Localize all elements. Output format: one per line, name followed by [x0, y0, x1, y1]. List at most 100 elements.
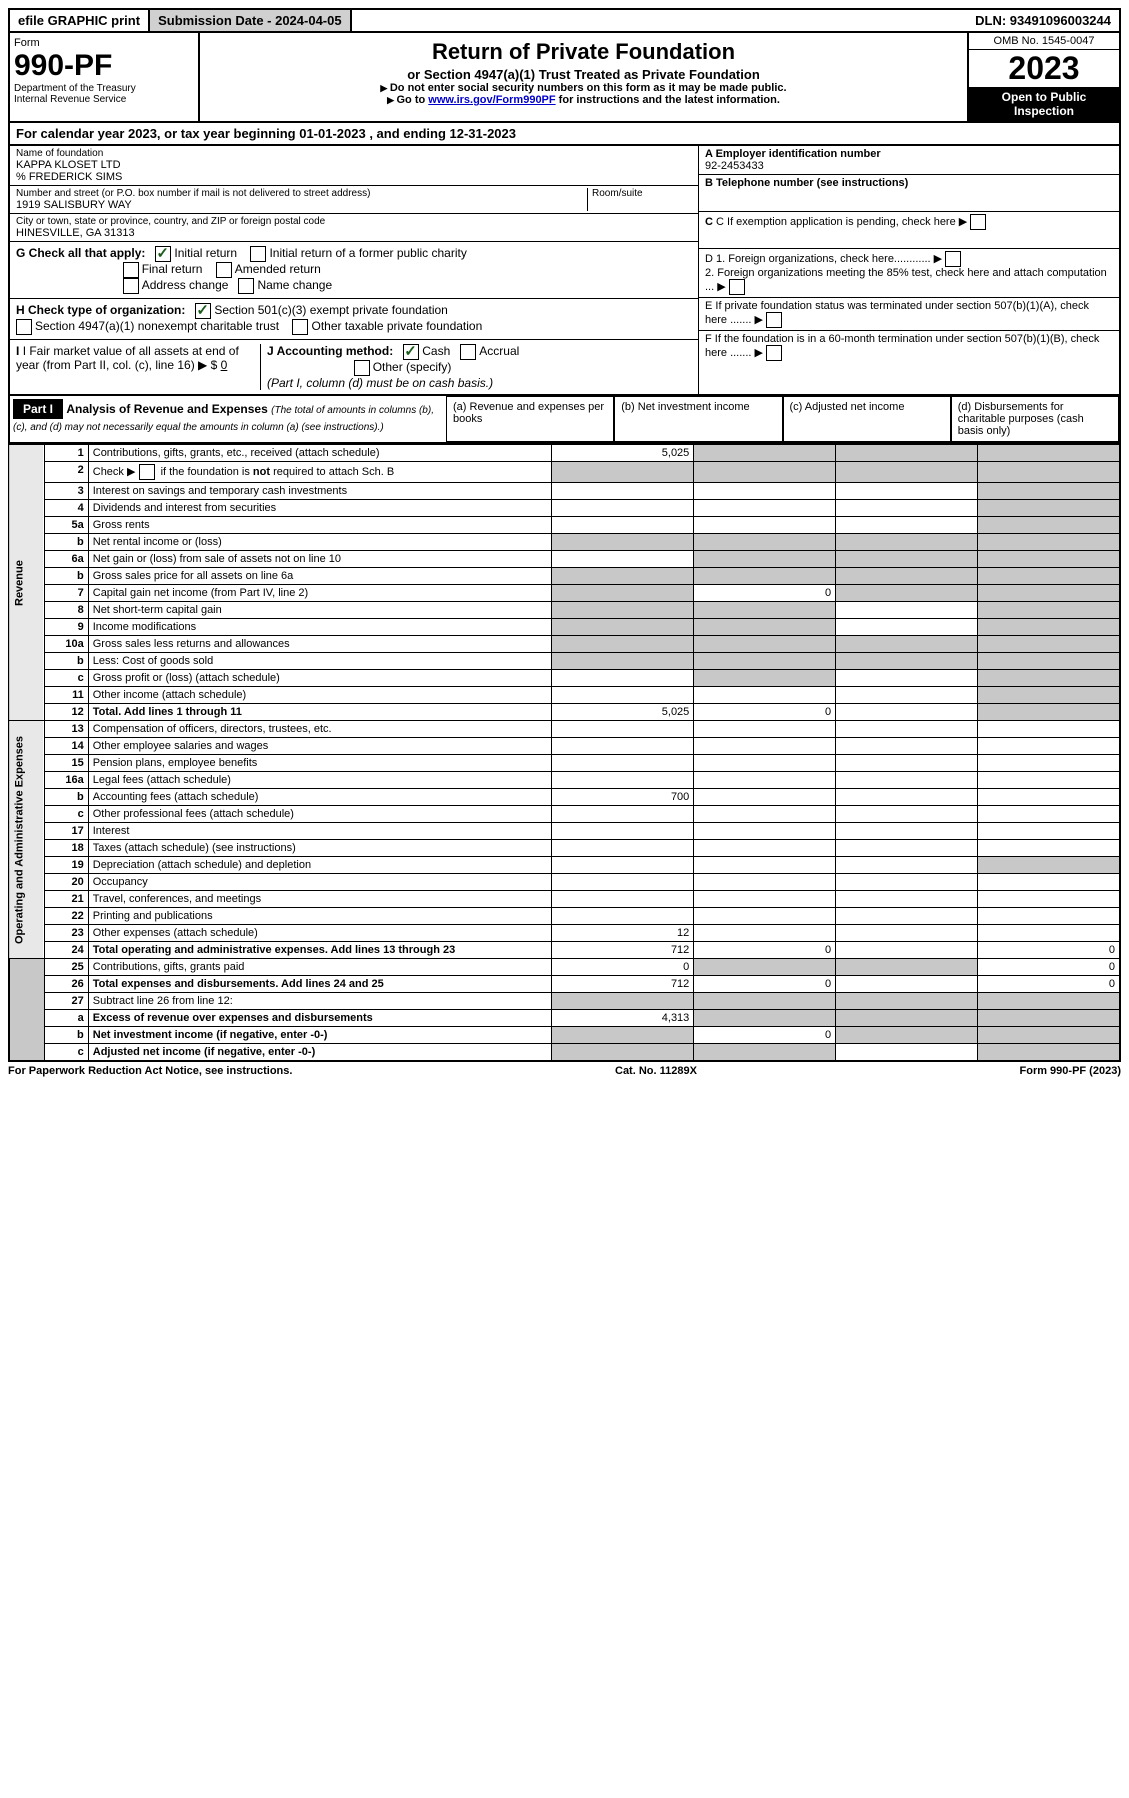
row-8: 8Net short-term capital gain	[9, 602, 1120, 619]
h-checks: H Check type of organization: Section 50…	[10, 299, 698, 340]
header-left: Form 990-PF Department of the Treasury I…	[10, 33, 200, 121]
row-10c: cGross profit or (loss) (attach schedule…	[9, 670, 1120, 687]
dept-label: Department of the Treasury	[14, 83, 194, 94]
checkbox-sch-b[interactable]	[139, 464, 155, 480]
row-11: 11Other income (attach schedule)	[9, 687, 1120, 704]
row-23: 23Other expenses (attach schedule)12	[9, 925, 1120, 942]
c-cell: C C If exemption application is pending,…	[699, 212, 1119, 249]
checkbox-501c3[interactable]	[195, 303, 211, 319]
row-10a: 10aGross sales less returns and allowanc…	[9, 636, 1120, 653]
phone-cell: B Telephone number (see instructions)	[699, 175, 1119, 212]
header-right: OMB No. 1545-0047 2023 Open to Public In…	[967, 33, 1119, 121]
calendar-year: For calendar year 2023, or tax year begi…	[8, 123, 1121, 146]
submission-date: Submission Date - 2024-04-05	[150, 10, 352, 31]
checkbox-exemption[interactable]	[970, 214, 986, 230]
footer-right: Form 990-PF (2023)	[1020, 1065, 1121, 1077]
row-5a: 5aGross rents	[9, 517, 1120, 534]
open-public: Open to Public Inspection	[969, 87, 1119, 121]
part1-header-row: Part I Analysis of Revenue and Expenses …	[8, 396, 1121, 444]
row-21: 21Travel, conferences, and meetings	[9, 891, 1120, 908]
row-3: 3Interest on savings and temporary cash …	[9, 483, 1120, 500]
row-13: Operating and Administrative Expenses 13…	[9, 721, 1120, 738]
checkbox-85pct[interactable]	[729, 279, 745, 295]
checkbox-cash[interactable]	[403, 344, 419, 360]
row-27b: bNet investment income (if negative, ent…	[9, 1027, 1120, 1044]
part1-label: Part I	[13, 399, 63, 419]
f-cell: F If the foundation is in a 60-month ter…	[699, 331, 1119, 363]
row-7: 7Capital gain net income (from Part IV, …	[9, 585, 1120, 602]
checkbox-foreign[interactable]	[945, 251, 961, 267]
care-of: % FREDERICK SIMS	[16, 171, 692, 183]
row-24: 24Total operating and administrative exp…	[9, 942, 1120, 959]
irs-link[interactable]: www.irs.gov/Form990PF	[428, 94, 555, 106]
checkbox-other-method[interactable]	[354, 360, 370, 376]
i-j-row: I I Fair market value of all assets at e…	[10, 340, 698, 394]
foundation-name-cell: Name of foundation KAPPA KLOSET LTD % FR…	[10, 146, 698, 186]
row-20: 20Occupancy	[9, 874, 1120, 891]
g-checks: G Check all that apply: Initial return I…	[10, 242, 698, 299]
checkbox-4947[interactable]	[16, 319, 32, 335]
checkbox-terminated[interactable]	[766, 312, 782, 328]
footer: For Paperwork Reduction Act Notice, see …	[8, 1062, 1121, 1080]
row-16c: cOther professional fees (attach schedul…	[9, 806, 1120, 823]
checkbox-amended[interactable]	[216, 262, 232, 278]
checkbox-initial[interactable]	[155, 246, 171, 262]
row-27a: aExcess of revenue over expenses and dis…	[9, 1010, 1120, 1027]
revenue-label: Revenue	[9, 445, 44, 721]
row-2: 2Check ▶ if the foundation is not requir…	[9, 462, 1120, 483]
row-15: 15Pension plans, employee benefits	[9, 755, 1120, 772]
row-27: 27Subtract line 26 from line 12:	[9, 993, 1120, 1010]
checkbox-60month[interactable]	[766, 345, 782, 361]
row-22: 22Printing and publications	[9, 908, 1120, 925]
row-10b: bLess: Cost of goods sold	[9, 653, 1120, 670]
fmv-value: 0	[221, 358, 228, 372]
efile-label: efile GRAPHIC print	[10, 10, 150, 31]
col-c-header: (c) Adjusted net income	[783, 396, 951, 442]
row-6a: 6aNet gain or (loss) from sale of assets…	[9, 551, 1120, 568]
checkbox-name-change[interactable]	[238, 278, 254, 294]
header-center: Return of Private Foundation or Section …	[200, 33, 967, 121]
row-6b: bGross sales price for all assets on lin…	[9, 568, 1120, 585]
footer-center: Cat. No. 11289X	[615, 1065, 697, 1077]
foundation-name: KAPPA KLOSET LTD	[16, 159, 692, 171]
checkbox-final[interactable]	[123, 262, 139, 278]
top-bar: efile GRAPHIC print Submission Date - 20…	[8, 8, 1121, 33]
row-5b: bNet rental income or (loss)	[9, 534, 1120, 551]
d-cell: D 1. Foreign organizations, check here..…	[699, 249, 1119, 298]
row-26: 26Total expenses and disbursements. Add …	[9, 976, 1120, 993]
info-right: A Employer identification number 92-2453…	[698, 146, 1119, 394]
tax-year: 2023	[969, 50, 1119, 87]
address-cell: Number and street (or P.O. box number if…	[10, 186, 698, 214]
row-16a: 16aLegal fees (attach schedule)	[9, 772, 1120, 789]
row-27c: cAdjusted net income (if negative, enter…	[9, 1044, 1120, 1062]
row-18: 18Taxes (attach schedule) (see instructi…	[9, 840, 1120, 857]
row-12: 12Total. Add lines 1 through 115,0250	[9, 704, 1120, 721]
checkbox-addr-change[interactable]	[123, 278, 139, 294]
street-address: 1919 SALISBURY WAY	[16, 199, 587, 211]
row-19: 19Depreciation (attach schedule) and dep…	[9, 857, 1120, 874]
row-14: 14Other employee salaries and wages	[9, 738, 1120, 755]
row-1: Revenue 1Contributions, gifts, grants, e…	[9, 445, 1120, 462]
form-number: 990-PF	[14, 49, 194, 83]
checkbox-other-tax[interactable]	[292, 319, 308, 335]
checkbox-initial-former[interactable]	[250, 246, 266, 262]
note-link: Go to www.irs.gov/Form990PF for instruct…	[204, 94, 963, 106]
form-subtitle: or Section 4947(a)(1) Trust Treated as P…	[204, 67, 963, 82]
row-25: 25Contributions, gifts, grants paid00	[9, 959, 1120, 976]
e-cell: E If private foundation status was termi…	[699, 298, 1119, 331]
checkbox-accrual[interactable]	[460, 344, 476, 360]
note-ssn: Do not enter social security numbers on …	[204, 82, 963, 94]
dln: DLN: 93491096003244	[967, 10, 1119, 31]
col-a-header: (a) Revenue and expenses per books	[446, 396, 614, 442]
city-state-zip: HINESVILLE, GA 31313	[16, 227, 692, 239]
expenses-label: Operating and Administrative Expenses	[9, 721, 44, 959]
form-label: Form	[14, 37, 194, 49]
room-label: Room/suite	[592, 188, 692, 199]
col-b-header: (b) Net investment income	[614, 396, 782, 442]
city-cell: City or town, state or province, country…	[10, 214, 698, 242]
info-section: Name of foundation KAPPA KLOSET LTD % FR…	[8, 146, 1121, 396]
main-table: Revenue 1Contributions, gifts, grants, e…	[8, 444, 1121, 1062]
form-title: Return of Private Foundation	[204, 39, 963, 65]
irs-label: Internal Revenue Service	[14, 94, 194, 105]
footer-left: For Paperwork Reduction Act Notice, see …	[8, 1065, 292, 1077]
